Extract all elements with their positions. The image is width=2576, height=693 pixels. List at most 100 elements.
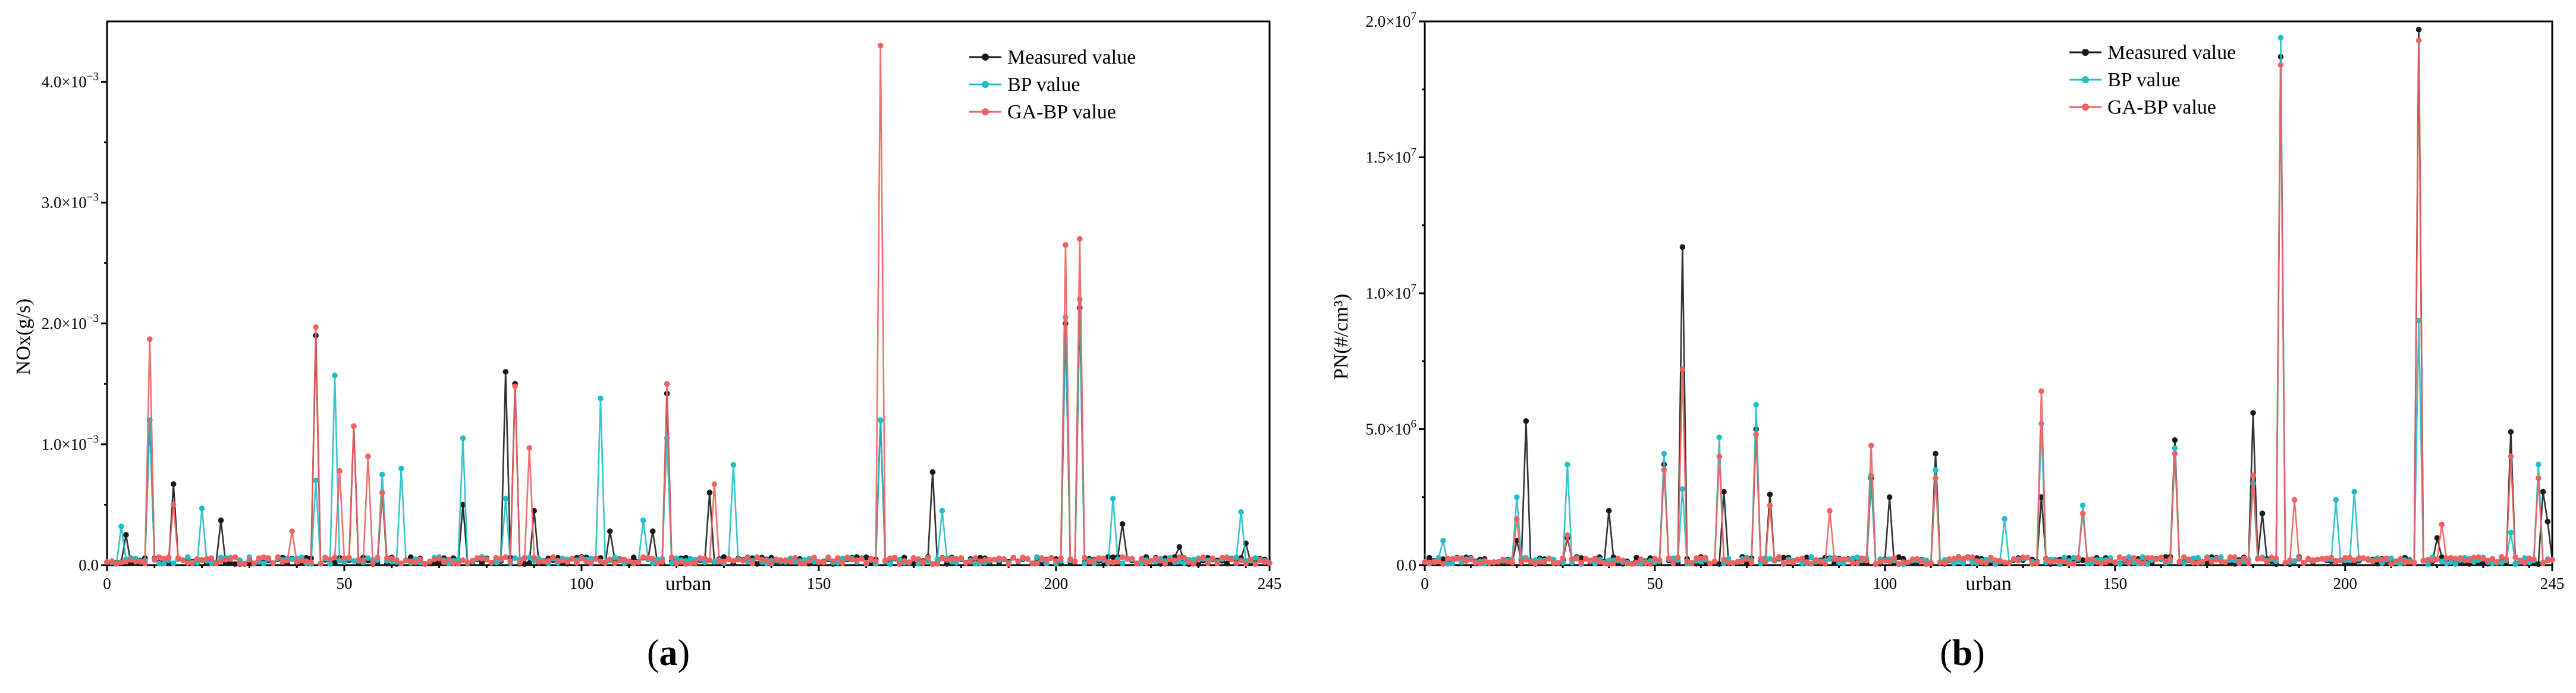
data-point bbox=[1951, 560, 1957, 566]
data-point bbox=[1463, 558, 1469, 564]
data-point bbox=[754, 561, 760, 567]
data-point bbox=[507, 558, 514, 565]
data-point bbox=[1597, 559, 1603, 565]
data-point bbox=[2448, 559, 2454, 565]
data-point bbox=[626, 558, 632, 565]
data-point bbox=[1748, 560, 1755, 566]
data-point bbox=[730, 462, 737, 468]
data-point bbox=[555, 557, 561, 564]
data-point bbox=[260, 554, 267, 560]
data-point bbox=[877, 417, 884, 424]
x-axis-label: urban bbox=[1965, 573, 2011, 595]
data-point bbox=[2116, 554, 2123, 560]
data-point bbox=[1840, 560, 1846, 566]
data-point bbox=[1592, 556, 1598, 562]
x-tick-label: 50 bbox=[1647, 575, 1663, 592]
x-tick-label: 0 bbox=[103, 575, 111, 592]
data-point bbox=[2094, 559, 2100, 565]
data-point bbox=[1721, 488, 1727, 495]
data-point bbox=[2089, 560, 2095, 566]
data-point bbox=[1560, 560, 1566, 566]
data-point bbox=[1426, 559, 1432, 566]
data-point bbox=[2415, 26, 2422, 33]
data-point bbox=[1983, 560, 1989, 566]
data-point bbox=[502, 369, 509, 375]
data-point bbox=[2379, 557, 2385, 563]
data-point bbox=[1528, 559, 1534, 565]
data-point bbox=[1652, 556, 1658, 562]
y-tick-label: 2.0×10−3 bbox=[42, 312, 99, 333]
data-point bbox=[1656, 557, 1663, 563]
data-point bbox=[147, 336, 153, 342]
data-point bbox=[237, 560, 243, 567]
data-point bbox=[1243, 560, 1249, 567]
data-point bbox=[1459, 559, 1465, 566]
series-line bbox=[1424, 29, 2553, 566]
data-point bbox=[2254, 556, 2261, 562]
data-point bbox=[621, 557, 627, 563]
data-point bbox=[583, 558, 589, 565]
data-point bbox=[2126, 560, 2132, 566]
data-point bbox=[151, 557, 158, 563]
series-measured-value bbox=[1422, 26, 2555, 567]
data-point bbox=[1610, 560, 1617, 567]
data-point bbox=[1633, 554, 1639, 561]
data-point bbox=[1219, 554, 1225, 561]
data-point bbox=[1933, 475, 1939, 481]
data-point bbox=[522, 561, 527, 567]
data-point bbox=[2084, 557, 2091, 563]
data-point bbox=[2310, 557, 2316, 563]
data-point bbox=[2020, 554, 2026, 560]
data-point bbox=[1711, 559, 1718, 565]
data-point bbox=[1110, 554, 1116, 560]
data-point bbox=[2079, 557, 2086, 563]
data-point bbox=[2185, 556, 2192, 562]
data-point bbox=[1532, 560, 1538, 566]
data-point bbox=[2140, 560, 2145, 566]
data-point bbox=[445, 560, 452, 567]
data-point bbox=[1195, 561, 1202, 567]
data-point bbox=[2089, 556, 2095, 562]
data-point bbox=[2010, 556, 2017, 562]
data-point bbox=[977, 558, 983, 565]
data-point bbox=[1854, 560, 1861, 566]
data-point bbox=[2434, 535, 2440, 541]
data-point bbox=[1758, 556, 1764, 562]
data-point bbox=[1486, 560, 1493, 566]
data-point bbox=[303, 558, 309, 564]
data-point bbox=[2494, 559, 2500, 565]
data-point bbox=[1647, 561, 1653, 567]
data-point bbox=[958, 555, 965, 561]
data-point bbox=[967, 559, 974, 565]
data-point bbox=[2209, 559, 2215, 565]
data-point bbox=[2296, 556, 2302, 562]
data-point bbox=[1767, 556, 1773, 562]
data-point bbox=[2480, 556, 2486, 562]
data-point bbox=[1114, 559, 1121, 565]
data-point bbox=[1039, 555, 1045, 561]
data-point bbox=[2443, 555, 2449, 562]
data-point bbox=[2140, 554, 2145, 560]
data-point bbox=[384, 555, 390, 561]
data-point bbox=[825, 554, 831, 560]
data-point bbox=[1248, 556, 1254, 563]
data-point bbox=[2131, 559, 2137, 566]
data-point bbox=[1565, 462, 1570, 468]
data-point bbox=[2071, 554, 2076, 561]
series-line bbox=[106, 308, 1270, 566]
data-point bbox=[2536, 561, 2542, 567]
data-point bbox=[1960, 560, 1966, 566]
data-point bbox=[915, 561, 922, 567]
data-point bbox=[2291, 558, 2298, 564]
data-point bbox=[398, 560, 404, 566]
data-point bbox=[2342, 555, 2348, 561]
data-point bbox=[1143, 560, 1149, 566]
data-point bbox=[2388, 555, 2394, 562]
data-point bbox=[431, 556, 438, 563]
data-point bbox=[2471, 554, 2477, 561]
data-point bbox=[1440, 556, 1446, 562]
data-point bbox=[1267, 560, 1273, 566]
data-point bbox=[2061, 554, 2068, 560]
data-point bbox=[1152, 556, 1159, 562]
